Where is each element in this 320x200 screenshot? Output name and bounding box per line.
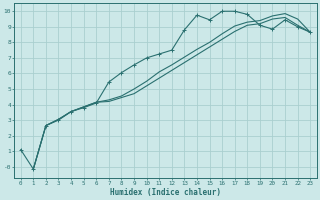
X-axis label: Humidex (Indice chaleur): Humidex (Indice chaleur)	[110, 188, 221, 197]
